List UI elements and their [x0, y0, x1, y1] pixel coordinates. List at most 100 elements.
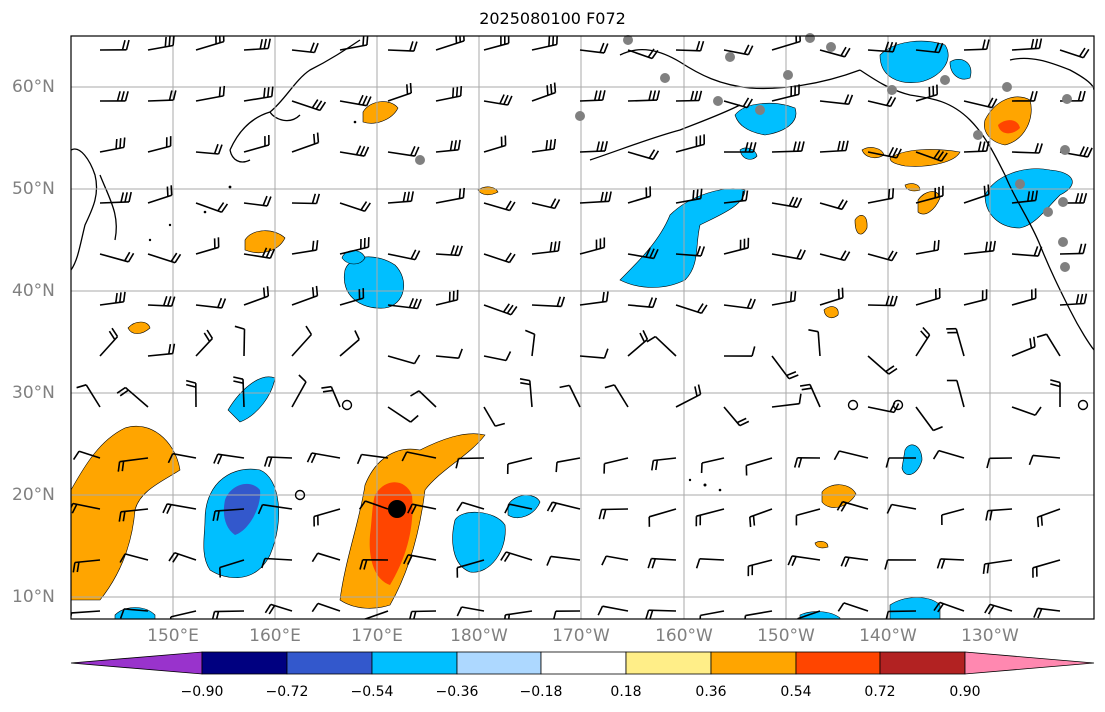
wind-barb-flag	[797, 457, 803, 468]
wind-barb-staff	[1045, 333, 1061, 357]
wind-barb-flag	[315, 240, 319, 251]
wind-barb-staff	[552, 501, 581, 510]
wind-barb-flag	[266, 196, 272, 207]
wind-barb-staff	[124, 553, 149, 561]
wind-barb-flag	[1030, 190, 1035, 202]
wind-barb-flag	[364, 202, 371, 212]
wind-barb-flag	[164, 36, 167, 47]
wind-barb-flag	[885, 611, 889, 619]
wind-barb-staff	[435, 40, 465, 51]
wind-barb-flag	[305, 325, 313, 335]
wind-barb-flag	[221, 203, 229, 213]
wind-barb-staff	[819, 100, 849, 105]
wind-barb-flag	[695, 40, 701, 51]
wind-barb-flag	[365, 96, 372, 107]
wind-barb-flag	[937, 151, 945, 161]
wind-barb-flag	[358, 500, 366, 510]
wind-barb-staff	[771, 355, 790, 380]
wind-barb-flag	[271, 86, 274, 97]
wind-barb-flag	[166, 296, 172, 307]
wind-barb-flag	[652, 297, 658, 308]
wind-barb-flag	[991, 98, 998, 108]
wind-barb-flag	[222, 85, 226, 96]
wind-barb-staff	[361, 453, 389, 459]
wind-barb-staff	[771, 93, 800, 102]
wind-barb-flag	[983, 185, 986, 196]
wind-barb-flag	[932, 450, 940, 460]
wind-barb-staff	[675, 143, 705, 153]
wind-barb-staff	[844, 556, 869, 561]
wind-barb-flag	[115, 292, 118, 304]
colorbar-tick: −0.72	[265, 684, 309, 700]
wind-barb-flag	[752, 515, 756, 526]
wind-barb-staff	[701, 457, 725, 464]
wind-barb-flag	[259, 39, 263, 50]
wind-barb-staff	[124, 608, 149, 612]
wind-barb-flag	[185, 379, 197, 384]
wind-barb-flag	[648, 90, 653, 101]
wind-barb-flag	[123, 137, 126, 148]
wind-barb-staff	[627, 151, 654, 161]
wind-barb-flag	[311, 602, 319, 613]
wind-barb-flag	[503, 94, 509, 105]
wind-barb-flag	[746, 298, 753, 309]
wind-barb-flag	[603, 43, 609, 54]
wind-barb-flag	[1083, 146, 1089, 157]
wind-barb-flag	[1079, 146, 1085, 156]
wind-barb-flag	[1077, 90, 1082, 102]
wind-barb-staff	[675, 304, 702, 315]
wind-barb-flag	[599, 42, 605, 53]
wind-barb-staff	[550, 555, 581, 561]
wind-barb-flag	[298, 374, 307, 383]
wind-barb-flag	[506, 304, 514, 314]
wind-barb-flag	[1029, 91, 1034, 102]
wind-barb-staff	[839, 450, 869, 459]
wind-barb-flag	[655, 459, 659, 471]
wind-barb-staff	[963, 250, 994, 255]
wind-barb-flag	[410, 504, 417, 515]
wind-barb-flag	[746, 98, 753, 109]
wind-barb-flag	[696, 189, 699, 200]
wind-barb-flag	[936, 558, 942, 569]
wind-barb-staff	[613, 384, 629, 408]
wind-barb-flag	[800, 249, 806, 260]
negative-contours	[114, 40, 1073, 619]
wind-barb-flag	[121, 39, 126, 51]
calm-markers	[294, 399, 1089, 501]
wind-barb-flag	[639, 332, 646, 343]
colorbar-tick: 0.54	[780, 684, 812, 700]
wind-barb-flag	[500, 551, 507, 561]
colorbar-tick: −0.18	[519, 684, 563, 700]
wind-barb-flag	[596, 141, 600, 152]
wind-barb-staff	[214, 610, 245, 613]
wind-barb-flag	[604, 384, 615, 389]
wind-barb-flag	[455, 86, 459, 97]
wind-barb-staff	[796, 508, 821, 517]
wind-barb-flag	[213, 453, 219, 464]
plot-frame	[70, 35, 1095, 620]
wind-barb-flag	[1078, 243, 1083, 254]
wind-barb-flag	[597, 90, 602, 101]
wind-barb-flag	[221, 298, 227, 309]
wind-barb-staff	[654, 336, 677, 357]
wind-barb-flag	[788, 196, 795, 207]
wind-barb-flag	[316, 132, 320, 143]
wind-barb-flag	[603, 348, 609, 359]
wind-barb-flag	[410, 390, 420, 397]
wind-barb-flag	[170, 185, 173, 196]
wind-barb-flag	[837, 199, 844, 209]
wind-barb-flag	[412, 611, 417, 619]
wind-barb-flag	[459, 86, 463, 97]
wind-barb-flag	[833, 450, 840, 461]
wind-barb-flag	[363, 146, 370, 157]
wind-barb-staff	[746, 457, 773, 467]
wind-barb-flag	[119, 553, 126, 563]
wind-barb-staff	[291, 202, 317, 205]
wind-barb-flag	[555, 462, 558, 473]
wind-barb-flag	[800, 141, 805, 152]
wind-barb-flag	[458, 245, 463, 256]
wind-barb-staff	[579, 200, 610, 204]
wind-barb-flag	[601, 90, 606, 101]
wind-barb-staff	[291, 333, 312, 357]
